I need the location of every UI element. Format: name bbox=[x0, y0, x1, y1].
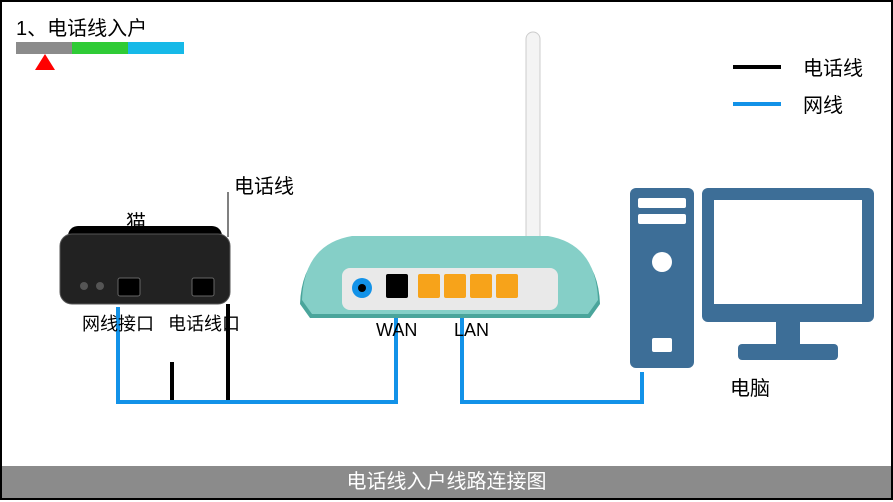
label-modem-net-port: 网线接口 bbox=[82, 310, 154, 336]
label-computer: 电脑 bbox=[730, 372, 770, 401]
wire-modem-router bbox=[118, 307, 396, 402]
label-phone-callout: 电话线 bbox=[234, 170, 294, 199]
diagram-frame: 1、电话线入户 电话线 网线 bbox=[0, 0, 893, 500]
computer-icon bbox=[630, 188, 874, 368]
label-lan: LAN bbox=[454, 320, 489, 341]
diagram-svg bbox=[2, 2, 893, 502]
label-wan: WAN bbox=[376, 320, 417, 341]
caption-bar: 电话线入户线路连接图 bbox=[2, 466, 891, 498]
modem-icon bbox=[60, 226, 230, 304]
label-modem-phone-port: 电话线口 bbox=[168, 310, 240, 336]
label-modem: 猫 bbox=[126, 206, 146, 235]
router-icon bbox=[300, 32, 600, 318]
